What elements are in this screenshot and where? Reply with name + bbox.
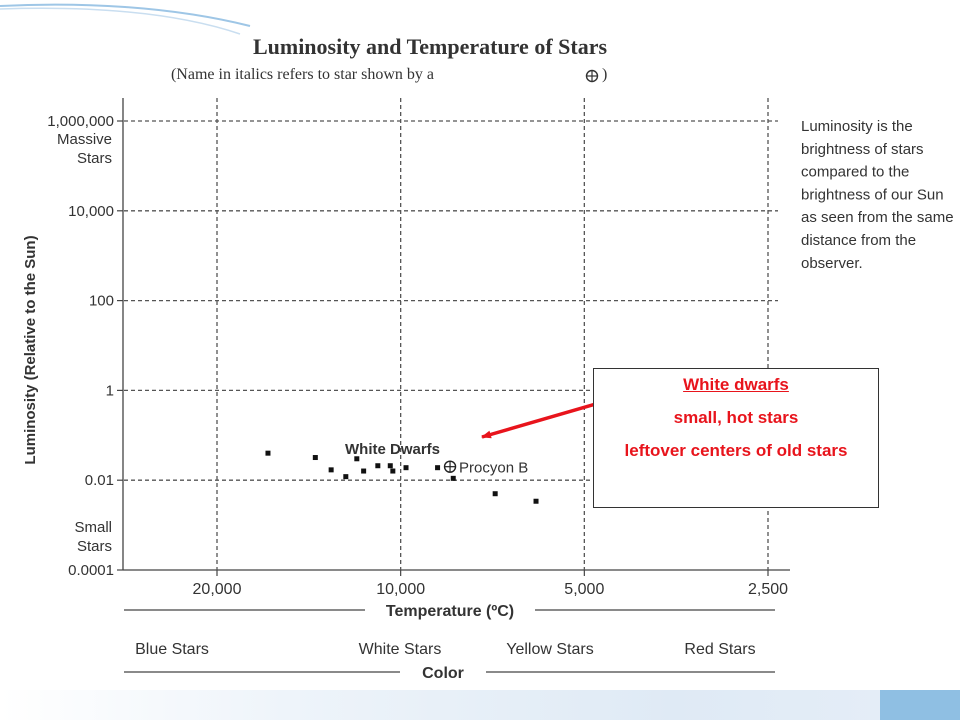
y-tick-label: 1 xyxy=(106,382,114,399)
procyon-b-marker-icon: Procyon B xyxy=(443,460,528,477)
x-tick-label: 10,000 xyxy=(376,581,425,598)
data-point-white-dwarf xyxy=(435,465,441,471)
y-axis-label: Luminosity (Relative to the Sun) xyxy=(22,235,39,464)
circle-plus-icon xyxy=(585,69,599,83)
procyon-b-label: Procyon B xyxy=(459,460,528,477)
x-axis-label: Temperature (ºC) xyxy=(386,603,514,620)
chart-subtitle: (Name in italics refers to star shown by… xyxy=(171,66,434,83)
callout-title: White dwarfs xyxy=(683,375,789,394)
color-axis-label: Color xyxy=(422,665,464,682)
data-point-white-dwarf xyxy=(375,463,381,469)
y-tick-label: 0.0001 xyxy=(68,562,114,579)
x-tick-label: 5,000 xyxy=(564,581,604,598)
chart-title: Luminosity and Temperature of Stars xyxy=(253,34,608,59)
y-annotation-label: Stars xyxy=(77,538,112,555)
white-dwarfs-callout-box: White dwarfs small, hot stars leftover c… xyxy=(593,368,879,508)
y-tick-label: 0.01 xyxy=(85,472,114,489)
color-band-labels: Blue Stars White Stars Yellow Stars Red Sta… xyxy=(135,641,755,658)
y-annotation-label: Stars xyxy=(77,150,112,167)
data-point-white-dwarf xyxy=(312,455,318,461)
luminosity-definition-note: Luminosity is the brightness of stars comp… xyxy=(801,118,954,272)
slide-bottom-accent xyxy=(880,690,960,720)
color-band-label: Red Stars xyxy=(684,641,755,658)
y-tick-label: 100 xyxy=(89,293,114,310)
data-point-white-dwarf xyxy=(328,467,334,473)
data-point-white-dwarf xyxy=(492,491,498,497)
y-tick-label: 10,000 xyxy=(68,203,114,220)
series-label-white-dwarfs: White Dwarfs xyxy=(345,441,440,458)
data-point-white-dwarf xyxy=(533,498,539,504)
y-annotation-label: Massive xyxy=(57,131,112,148)
data-point-white-dwarf xyxy=(265,450,271,456)
data-point-white-dwarf xyxy=(450,475,456,481)
y-annotation-label: Small xyxy=(74,519,112,536)
data-point-white-dwarf xyxy=(343,474,349,480)
slide-decoration-swoosh xyxy=(0,3,251,35)
color-band-label: Blue Stars xyxy=(135,641,209,658)
x-tick-labels: 20,000 10,000 5,000 2,500 xyxy=(193,570,788,598)
callout-line-leftover-centers: leftover centers of old stars xyxy=(624,441,848,460)
data-point-white-dwarf xyxy=(361,468,367,474)
y-annotations: Massive Stars Small Stars xyxy=(57,131,112,555)
y-tick-label: 1,000,000 xyxy=(47,113,114,130)
color-band-label: Yellow Stars xyxy=(506,641,593,658)
data-point-white-dwarf xyxy=(403,465,409,471)
data-point-white-dwarf xyxy=(354,456,360,462)
x-tick-label: 2,500 xyxy=(748,581,788,598)
chart-subtitle-end: ) xyxy=(602,66,607,83)
data-point-white-dwarf xyxy=(390,468,396,474)
data-points xyxy=(265,450,539,504)
x-tick-label: 20,000 xyxy=(193,581,242,598)
slide-bottom-band xyxy=(0,690,960,720)
callout-line-small-hot-stars: small, hot stars xyxy=(673,408,799,427)
data-point-white-dwarf xyxy=(387,463,393,469)
y-tick-labels: 1,000,000 10,000 100 1 0.01 0.0001 xyxy=(47,113,123,579)
color-band-label: White Stars xyxy=(359,641,442,658)
